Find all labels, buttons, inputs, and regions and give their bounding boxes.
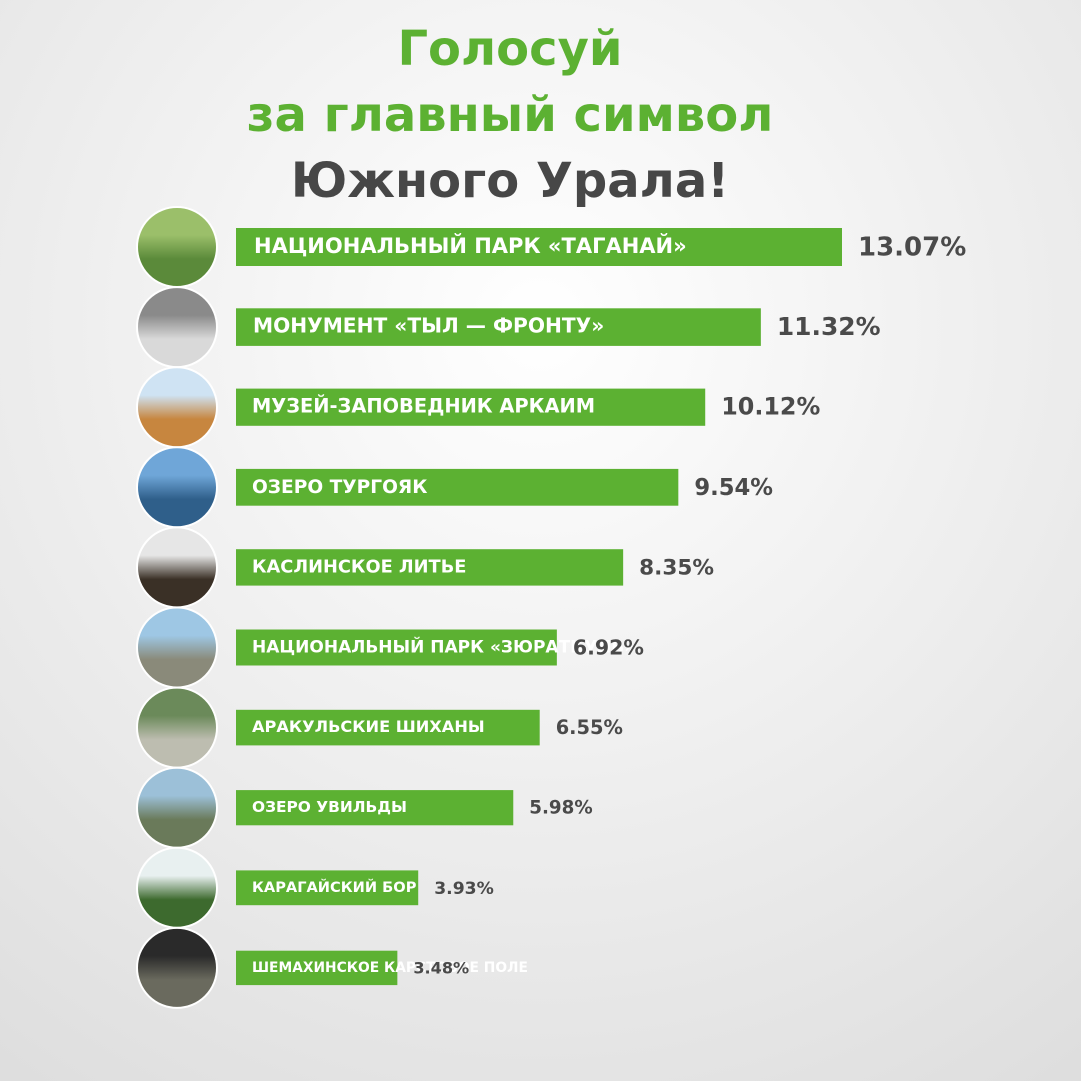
bar xyxy=(236,709,540,746)
category-label: ШЕМАХИНСКОЕ КАРСТОВОЕ ПОЛЕ xyxy=(252,960,528,976)
place-photo xyxy=(136,846,218,929)
place-photo xyxy=(136,606,218,689)
category-label: КАРАГАЙСКИЙ БОР xyxy=(252,878,417,896)
value-label: 3.93% xyxy=(434,879,494,899)
place-photo xyxy=(136,206,218,288)
bar xyxy=(236,790,514,826)
bar xyxy=(236,870,419,906)
value-label: 6.92% xyxy=(573,636,644,660)
place-photo xyxy=(136,366,218,449)
value-label: 8.35% xyxy=(639,555,714,580)
category-label: МОНУМЕНТ «ТЫЛ — ФРОНТУ» xyxy=(253,314,604,338)
place-photo xyxy=(136,926,218,1009)
category-label: КАСЛИНСКОЕ ЛИТЬЕ xyxy=(252,556,466,577)
title-line: Голосуй xyxy=(397,21,622,77)
place-photo xyxy=(136,526,218,609)
bar xyxy=(236,549,624,586)
bar xyxy=(236,308,761,346)
value-label: 11.32% xyxy=(777,312,881,341)
category-label: НАЦИОНАЛЬНЫЙ ПАРК «ТАГАНАЙ» xyxy=(254,233,687,258)
place-photo xyxy=(136,286,218,369)
bar xyxy=(236,468,679,506)
value-label: 10.12% xyxy=(721,393,820,421)
bar xyxy=(236,950,398,986)
place-photo xyxy=(136,686,218,769)
value-label: 9.54% xyxy=(694,475,773,501)
bar xyxy=(236,388,706,426)
title-line: Южного Урала! xyxy=(291,153,729,209)
value-label: 3.48% xyxy=(413,958,469,977)
category-label: АРАКУЛЬСКИЕ ШИХАНЫ xyxy=(252,717,485,736)
bar xyxy=(236,228,842,266)
bar xyxy=(236,629,557,666)
value-label: 13.07% xyxy=(858,233,966,263)
category-label: ОЗЕРО ТУРГОЯК xyxy=(252,477,427,498)
category-label: НАЦИОНАЛЬНЫЙ ПАРК «ЗЮРАТКУЛЬ» xyxy=(252,636,635,658)
place-photo xyxy=(136,446,218,529)
title-line: за главный символ xyxy=(247,87,774,143)
category-label: ОЗЕРО УВИЛЬДЫ xyxy=(252,798,407,816)
value-label: 6.55% xyxy=(556,716,623,739)
place-photo xyxy=(136,766,218,849)
category-label: МУЗЕЙ-ЗАПОВЕДНИК АРКАИМ xyxy=(252,395,595,418)
value-label: 5.98% xyxy=(529,798,592,819)
